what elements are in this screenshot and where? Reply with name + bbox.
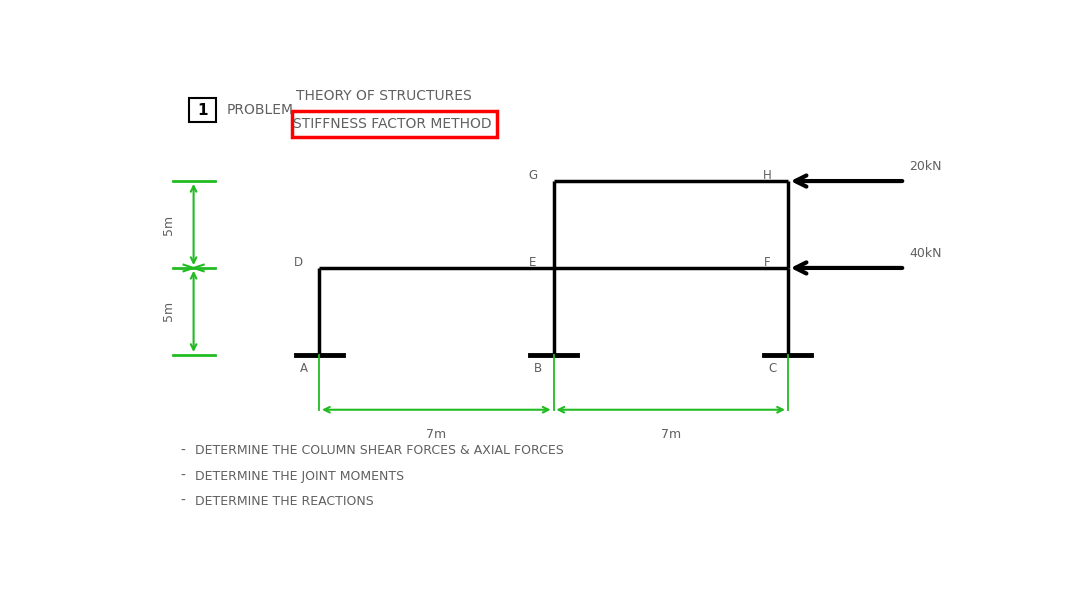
Text: THEORY OF STRUCTURES: THEORY OF STRUCTURES: [296, 90, 472, 103]
Text: PROBLEM: PROBLEM: [226, 103, 294, 117]
Text: 5m: 5m: [162, 301, 175, 321]
Text: 7m: 7m: [427, 428, 446, 441]
FancyBboxPatch shape: [189, 98, 216, 122]
Text: 7m: 7m: [661, 428, 680, 441]
Text: -: -: [180, 494, 185, 508]
Text: E: E: [529, 256, 537, 269]
Text: D: D: [294, 256, 302, 269]
Text: A: A: [300, 362, 308, 375]
Text: 40kN: 40kN: [909, 247, 942, 260]
Text: B: B: [535, 362, 542, 375]
Text: -: -: [180, 469, 185, 483]
Text: DETERMINE THE COLUMN SHEAR FORCES & AXIAL FORCES: DETERMINE THE COLUMN SHEAR FORCES & AXIA…: [195, 444, 564, 457]
Text: G: G: [528, 169, 537, 182]
Text: DETERMINE THE REACTIONS: DETERMINE THE REACTIONS: [195, 495, 374, 508]
Text: 20kN: 20kN: [909, 160, 942, 173]
Text: H: H: [762, 169, 771, 182]
Text: STIFFNESS FACTOR METHOD: STIFFNESS FACTOR METHOD: [293, 117, 491, 131]
Text: DETERMINE THE JOINT MOMENTS: DETERMINE THE JOINT MOMENTS: [195, 470, 404, 482]
Text: -: -: [180, 444, 185, 458]
Text: F: F: [764, 256, 770, 269]
Text: 1: 1: [198, 103, 208, 118]
FancyBboxPatch shape: [292, 111, 497, 137]
Text: C: C: [769, 362, 777, 375]
Text: 5m: 5m: [162, 214, 175, 235]
